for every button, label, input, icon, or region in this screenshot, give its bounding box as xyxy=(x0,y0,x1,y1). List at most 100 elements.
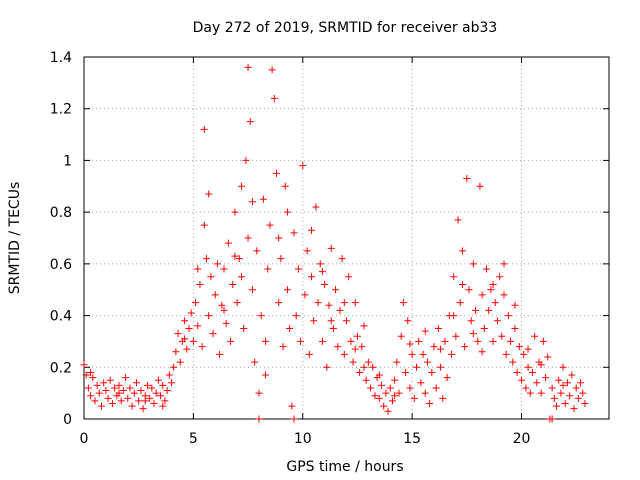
data-point xyxy=(172,348,180,356)
data-points xyxy=(80,63,589,423)
data-point xyxy=(133,379,140,387)
data-point xyxy=(509,358,517,366)
data-point xyxy=(397,332,405,340)
data-point xyxy=(419,350,427,358)
data-point xyxy=(281,182,289,190)
data-point xyxy=(266,221,274,229)
data-point xyxy=(371,392,379,400)
data-point xyxy=(122,374,130,382)
data-point xyxy=(399,299,407,307)
plot-frame xyxy=(83,56,610,420)
data-point xyxy=(262,371,270,379)
data-point xyxy=(533,379,541,387)
data-point xyxy=(518,376,525,384)
data-point xyxy=(159,402,167,410)
y-tick-label: 1 xyxy=(63,153,72,169)
data-point xyxy=(117,397,125,405)
data-point xyxy=(544,353,552,361)
data-point xyxy=(308,226,315,234)
data-point xyxy=(574,394,582,402)
data-point xyxy=(426,399,434,407)
data-point xyxy=(205,190,213,198)
data-point xyxy=(181,335,189,343)
data-point xyxy=(498,332,506,340)
data-point xyxy=(231,208,239,216)
data-point xyxy=(303,247,311,255)
data-point xyxy=(478,291,486,299)
data-point xyxy=(286,325,294,332)
data-point xyxy=(537,361,545,369)
data-point xyxy=(148,384,156,392)
data-point xyxy=(423,358,431,366)
data-point xyxy=(150,399,158,407)
data-point xyxy=(511,325,519,332)
data-point xyxy=(275,299,283,307)
data-point xyxy=(563,379,571,387)
data-point xyxy=(248,286,256,294)
data-point xyxy=(89,374,97,382)
data-point xyxy=(489,281,497,289)
chart-title: Day 272 of 2019, SRMTID for receiver ab3… xyxy=(193,20,498,36)
data-point xyxy=(211,291,219,299)
data-point xyxy=(321,281,329,289)
data-point xyxy=(242,156,250,164)
data-point xyxy=(395,389,403,397)
data-point xyxy=(233,299,241,307)
x-tick-label: 5 xyxy=(189,431,198,447)
data-point xyxy=(244,63,252,71)
data-point xyxy=(347,337,355,345)
data-point xyxy=(334,343,342,351)
data-point xyxy=(87,368,95,376)
data-point xyxy=(207,273,215,281)
data-point xyxy=(130,389,138,397)
data-point xyxy=(106,376,114,384)
data-point xyxy=(253,247,261,255)
data-point xyxy=(353,332,361,340)
data-point xyxy=(454,216,462,224)
data-point xyxy=(415,337,423,345)
y-tick-label: 0 xyxy=(63,412,72,428)
data-point xyxy=(325,301,333,309)
data-point xyxy=(496,273,504,281)
data-point xyxy=(84,384,92,392)
data-point xyxy=(458,281,466,289)
data-point xyxy=(332,286,340,294)
data-point xyxy=(318,337,326,345)
data-point xyxy=(474,337,482,345)
data-point xyxy=(255,415,263,423)
data-point xyxy=(340,299,348,307)
data-point xyxy=(579,389,587,397)
data-point xyxy=(367,384,375,392)
y-tick-label: 1.2 xyxy=(50,102,72,118)
data-point xyxy=(358,343,366,351)
data-point xyxy=(391,376,399,384)
data-point xyxy=(192,299,200,307)
data-point xyxy=(441,337,449,345)
data-point xyxy=(561,399,569,407)
data-point xyxy=(430,343,438,351)
data-point xyxy=(152,389,160,397)
y-tick-label: 0.4 xyxy=(50,309,72,325)
data-point xyxy=(456,299,464,307)
data-point xyxy=(461,343,469,351)
data-point xyxy=(108,399,116,407)
data-point xyxy=(338,255,346,263)
data-point xyxy=(146,394,154,402)
data-point xyxy=(386,384,394,392)
data-point xyxy=(216,350,224,358)
x-tick-label: 15 xyxy=(403,431,421,447)
data-point xyxy=(463,175,471,183)
data-point xyxy=(504,312,512,320)
data-point xyxy=(143,381,151,389)
data-point xyxy=(299,162,307,170)
data-point xyxy=(279,343,287,351)
data-point xyxy=(98,402,105,410)
data-point xyxy=(294,265,302,273)
data-point xyxy=(292,312,300,320)
data-point xyxy=(531,332,539,340)
data-point xyxy=(209,330,217,338)
data-point xyxy=(413,363,420,371)
data-point xyxy=(478,348,486,356)
data-point xyxy=(246,118,254,126)
data-point xyxy=(559,381,567,389)
